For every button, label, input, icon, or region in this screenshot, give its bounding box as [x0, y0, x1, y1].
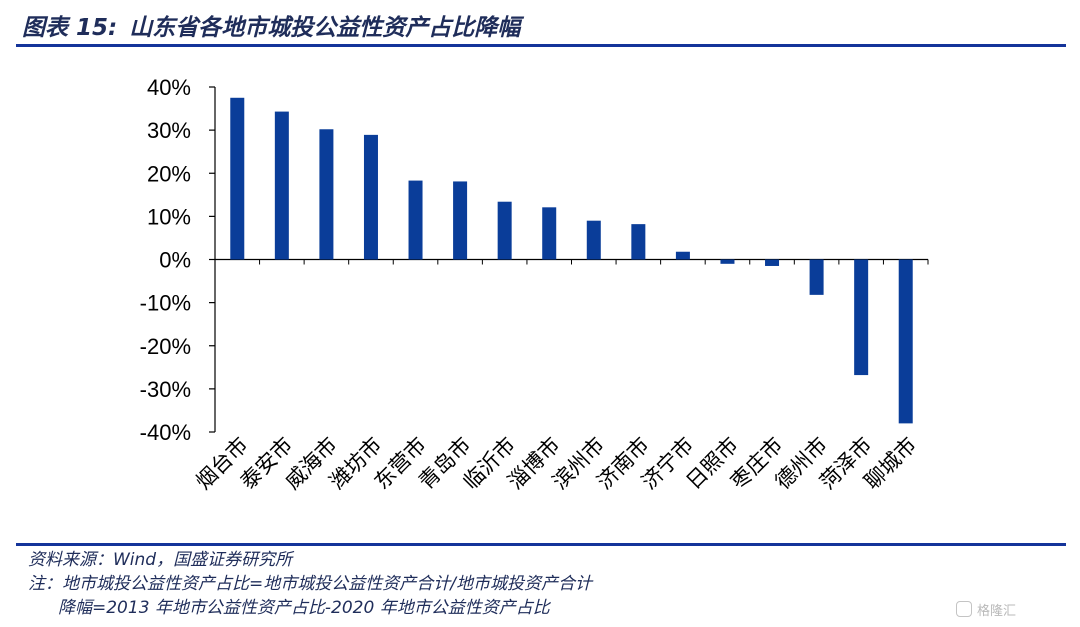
- chart-title: 图表 15: 山东省各地市城投公益性资产占比降幅: [22, 8, 520, 42]
- bar-5: [408, 180, 423, 260]
- footer-rule: [16, 543, 1066, 546]
- bar-3: [319, 129, 334, 260]
- y-tick-label: 40%: [147, 75, 191, 100]
- note-line-1: 注：地市城投公益性资产占比=地市城投公益性资产合计/地市城投资产合计: [28, 574, 592, 594]
- watermark: 格隆汇: [956, 597, 1066, 621]
- bar-10: [631, 224, 646, 260]
- bar-chart: 40%30%20%10%0%-10%-20%-30%-40%烟台市泰安市威海市潍…: [140, 75, 929, 495]
- bar-4: [363, 134, 378, 260]
- bar-11: [675, 251, 690, 260]
- bar-8: [542, 207, 557, 260]
- y-tick-label: 30%: [147, 118, 191, 143]
- bar-6: [453, 181, 468, 260]
- watermark-text: 格隆汇: [977, 603, 1017, 619]
- bar-13: [765, 259, 780, 266]
- bar-9: [586, 220, 601, 260]
- bar-16: [898, 259, 913, 424]
- bar-2: [274, 111, 289, 260]
- footer-notes: 资料来源：Wind，国盛证券研究所 注：地市城投公益性资产占比=地市城投公益性资…: [28, 548, 592, 620]
- y-tick-label: 20%: [147, 161, 191, 186]
- title-rule: [16, 44, 1066, 47]
- y-tick-label: -40%: [140, 420, 191, 445]
- bar-15: [854, 259, 869, 376]
- note-line-2: 降幅=2013 年地市公益性资产占比-2020 年地市公益性资产占比: [58, 598, 550, 618]
- watermark-logo-icon: [956, 601, 972, 617]
- figure-number: 图表 15:: [22, 15, 118, 41]
- y-tick-label: -30%: [140, 377, 191, 402]
- y-tick-label: 10%: [147, 204, 191, 229]
- title-text: 山东省各地市城投公益性资产占比降幅: [129, 15, 521, 41]
- y-tick-label: -10%: [140, 291, 191, 316]
- y-tick-label: 0%: [159, 248, 191, 273]
- y-tick-label: -20%: [140, 334, 191, 359]
- bar-14: [809, 259, 824, 295]
- bar-12: [720, 259, 735, 264]
- x-tick-label: 聊城市: [860, 433, 922, 495]
- source-line: 资料来源：Wind，国盛证券研究所: [28, 550, 293, 570]
- bar-7: [497, 201, 512, 260]
- bar-1: [230, 97, 245, 260]
